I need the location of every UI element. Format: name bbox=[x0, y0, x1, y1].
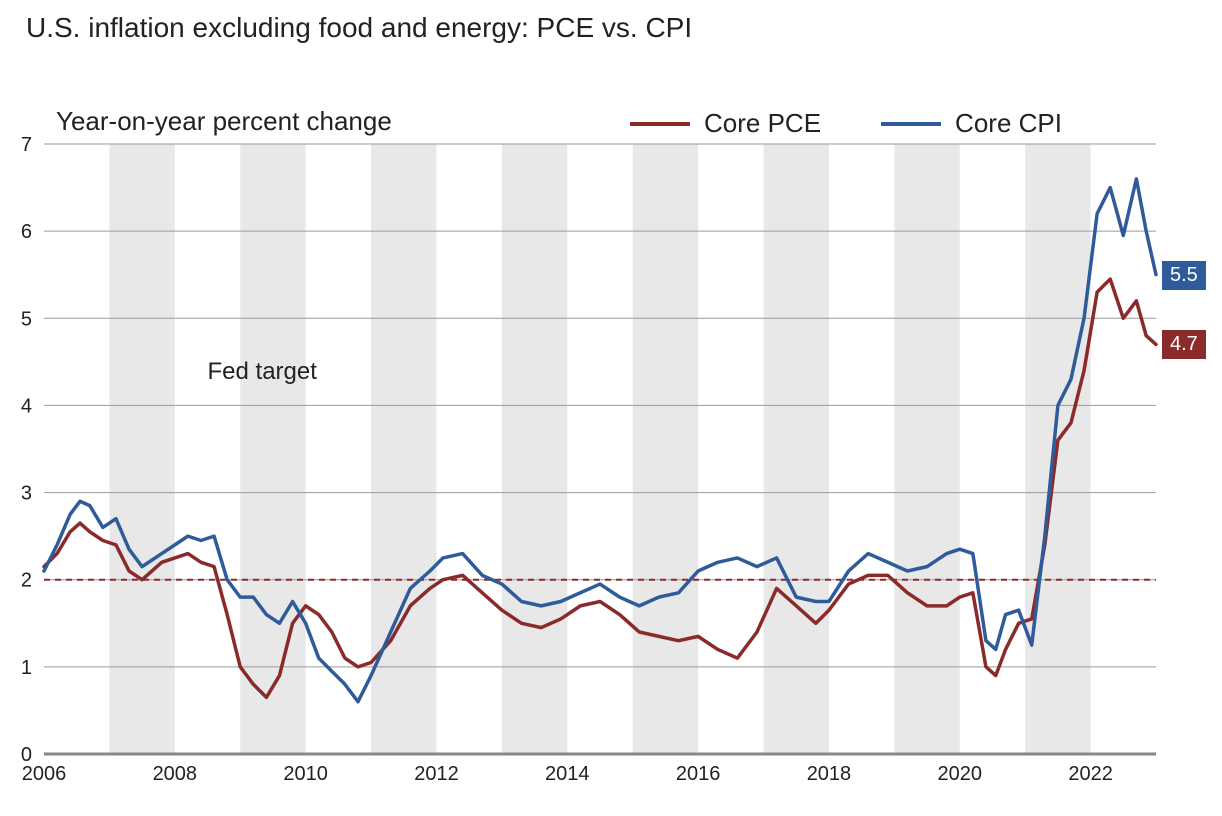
svg-text:2012: 2012 bbox=[414, 763, 459, 785]
svg-text:4: 4 bbox=[21, 395, 32, 417]
svg-text:2010: 2010 bbox=[283, 763, 328, 785]
svg-text:2006: 2006 bbox=[22, 763, 67, 785]
legend-label-cpi: Core CPI bbox=[955, 108, 1062, 139]
svg-text:3: 3 bbox=[21, 483, 32, 505]
legend-label-pce: Core PCE bbox=[704, 108, 821, 139]
legend-item-pce: Core PCE bbox=[630, 108, 821, 139]
chart-subtitle: Year-on-year percent change bbox=[56, 106, 392, 137]
svg-text:7: 7 bbox=[21, 134, 32, 156]
svg-text:2014: 2014 bbox=[545, 763, 590, 785]
legend: Core PCE Core CPI bbox=[630, 108, 1062, 139]
svg-text:2008: 2008 bbox=[153, 763, 198, 785]
end-label-cpi: 5.5 bbox=[1162, 261, 1206, 290]
end-label-pce: 4.7 bbox=[1162, 330, 1206, 359]
legend-swatch-cpi bbox=[881, 122, 941, 126]
svg-text:2020: 2020 bbox=[938, 763, 983, 785]
fed-target-label: Fed target bbox=[208, 358, 317, 386]
svg-text:2018: 2018 bbox=[807, 763, 852, 785]
svg-text:6: 6 bbox=[21, 221, 32, 243]
chart-container: U.S. inflation excluding food and energy… bbox=[0, 0, 1222, 816]
svg-text:2022: 2022 bbox=[1068, 763, 1113, 785]
svg-text:2: 2 bbox=[21, 570, 32, 592]
legend-item-cpi: Core CPI bbox=[881, 108, 1062, 139]
svg-text:5: 5 bbox=[21, 308, 32, 330]
legend-swatch-pce bbox=[630, 122, 690, 126]
svg-text:2016: 2016 bbox=[676, 763, 721, 785]
svg-text:1: 1 bbox=[21, 657, 32, 679]
chart-title: U.S. inflation excluding food and energy… bbox=[26, 12, 692, 44]
